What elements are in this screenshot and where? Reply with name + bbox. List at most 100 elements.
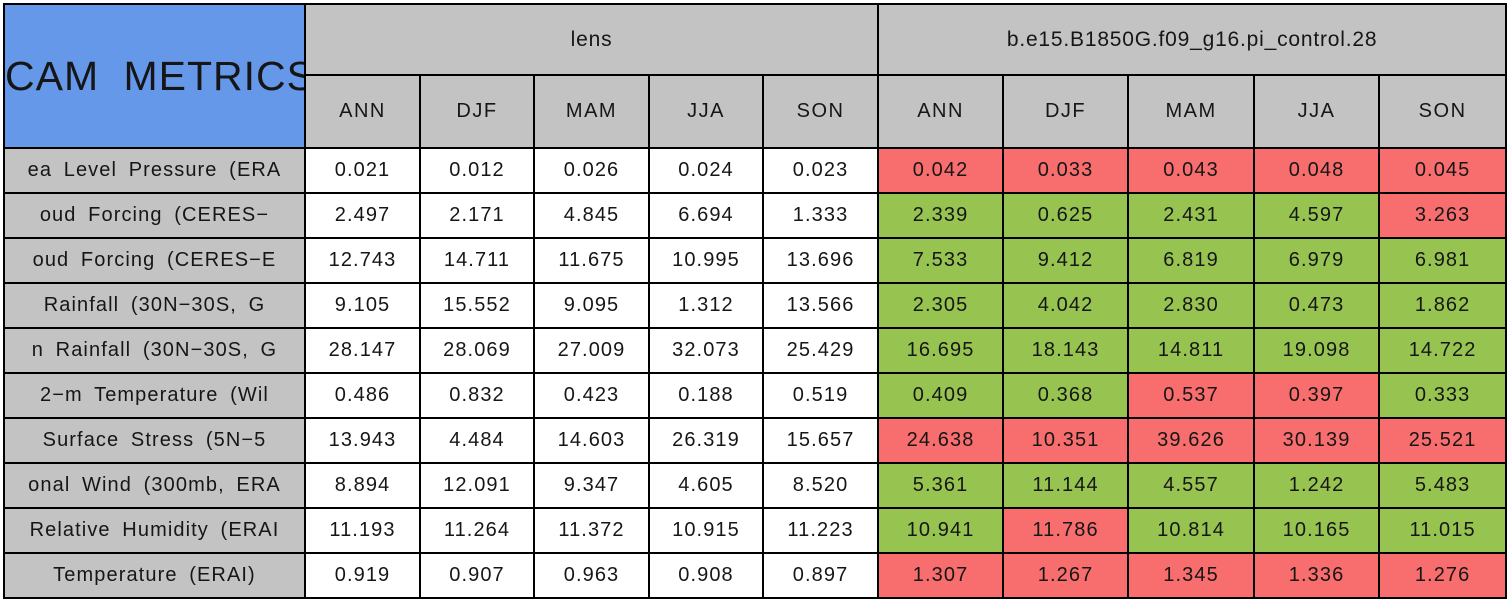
season-header-control-djf: DJF xyxy=(1002,74,1130,149)
lens-value-cell: 14.603 xyxy=(533,417,650,464)
season-header-lens-jja: JJA xyxy=(648,74,764,149)
season-header-lens-djf: DJF xyxy=(419,74,535,149)
lens-value-cell: 15.657 xyxy=(761,417,880,464)
control-value-cell: 10.165 xyxy=(1253,507,1381,554)
control-value-cell: 25.521 xyxy=(1378,417,1508,464)
lens-value-cell: 28.147 xyxy=(304,327,421,374)
season-header-row: ANN DJF MAM JJA SON ANN DJF MAM JJA SON xyxy=(4,74,1508,149)
lens-value-cell: 0.907 xyxy=(419,552,535,599)
lens-value-cell: 4.484 xyxy=(419,417,535,464)
lens-value-cell: 28.069 xyxy=(419,327,535,374)
lens-value-cell: 0.519 xyxy=(761,372,880,419)
control-value-cell: 6.981 xyxy=(1378,237,1508,284)
control-value-cell: 3.263 xyxy=(1378,192,1508,239)
lens-value-cell: 2.497 xyxy=(304,192,421,239)
lens-value-cell: 6.694 xyxy=(648,192,764,239)
control-value-cell: 4.597 xyxy=(1253,192,1381,239)
group-header-row: CAM METRICS lens b.e15.B1850G.f09_g16.pi… xyxy=(3,3,1508,149)
metric-row: oud Forcing (CERES−E 12.743 14.711 11.67… xyxy=(3,237,1508,284)
control-value-cell: 10.814 xyxy=(1127,507,1256,554)
control-value-cell: 0.043 xyxy=(1127,147,1256,194)
control-value-cell: 0.397 xyxy=(1253,372,1381,419)
lens-value-cell: 0.919 xyxy=(304,552,421,599)
lens-value-cell: 0.188 xyxy=(648,372,764,419)
lens-value-cell: 11.372 xyxy=(533,507,650,554)
lens-value-cell: 0.012 xyxy=(419,147,535,194)
metric-row: Temperature (ERAI) 0.919 0.907 0.963 0.9… xyxy=(3,552,1508,599)
control-value-cell: 16.695 xyxy=(877,327,1005,374)
metric-row: onal Wind (300mb, ERA 8.894 12.091 9.347… xyxy=(3,462,1508,509)
control-value-cell: 2.305 xyxy=(877,282,1005,329)
control-value-cell: 2.830 xyxy=(1127,282,1256,329)
metric-row: Rainfall (30N−30S, G 9.105 15.552 9.095 … xyxy=(3,282,1508,329)
lens-value-cell: 4.605 xyxy=(648,462,764,509)
control-value-cell: 0.409 xyxy=(877,372,1005,419)
control-value-cell: 10.351 xyxy=(1002,417,1130,464)
metric-label: Temperature (ERAI) xyxy=(3,552,306,599)
metric-row: n Rainfall (30N−30S, G 28.147 28.069 27.… xyxy=(3,327,1508,374)
lens-value-cell: 0.021 xyxy=(304,147,421,194)
control-value-cell: 4.557 xyxy=(1127,462,1256,509)
control-value-cell: 0.333 xyxy=(1378,372,1508,419)
lens-value-cell: 0.908 xyxy=(648,552,764,599)
lens-value-cell: 0.024 xyxy=(648,147,764,194)
lens-value-cell: 0.023 xyxy=(761,147,880,194)
metric-label: Surface Stress (5N−5 xyxy=(3,417,306,464)
control-value-cell: 0.625 xyxy=(1002,192,1130,239)
control-value-cell: 11.786 xyxy=(1002,507,1130,554)
metric-row: Surface Stress (5N−5 13.943 4.484 14.603… xyxy=(3,417,1508,464)
lens-value-cell: 8.894 xyxy=(304,462,421,509)
metric-row: oud Forcing (CERES− 2.497 2.171 4.845 6.… xyxy=(3,192,1508,239)
control-value-cell: 0.045 xyxy=(1378,147,1508,194)
control-value-cell: 14.811 xyxy=(1127,327,1256,374)
metric-label: ea Level Pressure (ERA xyxy=(3,147,306,194)
control-value-cell: 1.862 xyxy=(1378,282,1508,329)
control-value-cell: 39.626 xyxy=(1127,417,1256,464)
lens-value-cell: 11.264 xyxy=(419,507,535,554)
control-value-cell: 10.941 xyxy=(877,507,1005,554)
lens-value-cell: 4.845 xyxy=(533,192,650,239)
control-value-cell: 14.722 xyxy=(1378,327,1508,374)
season-header-control-jja: JJA xyxy=(1253,74,1381,149)
metrics-tbody: ea Level Pressure (ERA 0.021 0.012 0.026… xyxy=(3,147,1508,599)
lens-value-cell: 0.486 xyxy=(304,372,421,419)
control-value-cell: 6.979 xyxy=(1253,237,1381,284)
lens-value-cell: 32.073 xyxy=(648,327,764,374)
lens-value-cell: 15.552 xyxy=(419,282,535,329)
lens-value-cell: 12.743 xyxy=(304,237,421,284)
control-value-cell: 1.276 xyxy=(1378,552,1508,599)
cam-metrics-table: CAM METRICS lens b.e15.B1850G.f09_g16.pi… xyxy=(3,3,1508,599)
lens-value-cell: 1.333 xyxy=(761,192,880,239)
metric-label: Relative Humidity (ERAI xyxy=(3,507,306,554)
lens-value-cell: 12.091 xyxy=(419,462,535,509)
lens-value-cell: 13.566 xyxy=(761,282,880,329)
control-value-cell: 5.361 xyxy=(877,462,1005,509)
season-header-control-mam: MAM xyxy=(1127,74,1256,149)
lens-value-cell: 10.995 xyxy=(648,237,764,284)
lens-value-cell: 9.347 xyxy=(533,462,650,509)
control-value-cell: 18.143 xyxy=(1002,327,1130,374)
control-value-cell: 1.307 xyxy=(877,552,1005,599)
lens-value-cell: 25.429 xyxy=(761,327,880,374)
control-value-cell: 6.819 xyxy=(1127,237,1256,284)
lens-value-cell: 11.223 xyxy=(761,507,880,554)
control-value-cell: 11.015 xyxy=(1378,507,1508,554)
control-value-cell: 2.431 xyxy=(1127,192,1256,239)
control-value-cell: 1.345 xyxy=(1127,552,1256,599)
control-value-cell: 4.042 xyxy=(1002,282,1130,329)
lens-value-cell: 0.423 xyxy=(533,372,650,419)
metric-row: 2−m Temperature (Wil 0.486 0.832 0.423 0… xyxy=(3,372,1508,419)
control-value-cell: 5.483 xyxy=(1378,462,1508,509)
lens-value-cell: 10.915 xyxy=(648,507,764,554)
group-header-pi-control: b.e15.B1850G.f09_g16.pi_control.28 xyxy=(877,3,1508,76)
lens-value-cell: 1.312 xyxy=(648,282,764,329)
control-value-cell: 1.267 xyxy=(1002,552,1130,599)
control-value-cell: 19.098 xyxy=(1253,327,1381,374)
lens-value-cell: 0.832 xyxy=(419,372,535,419)
lens-value-cell: 8.520 xyxy=(761,462,880,509)
metric-label: n Rainfall (30N−30S, G xyxy=(3,327,306,374)
table-title: CAM METRICS xyxy=(3,3,306,149)
lens-value-cell: 9.095 xyxy=(533,282,650,329)
lens-value-cell: 26.319 xyxy=(648,417,764,464)
